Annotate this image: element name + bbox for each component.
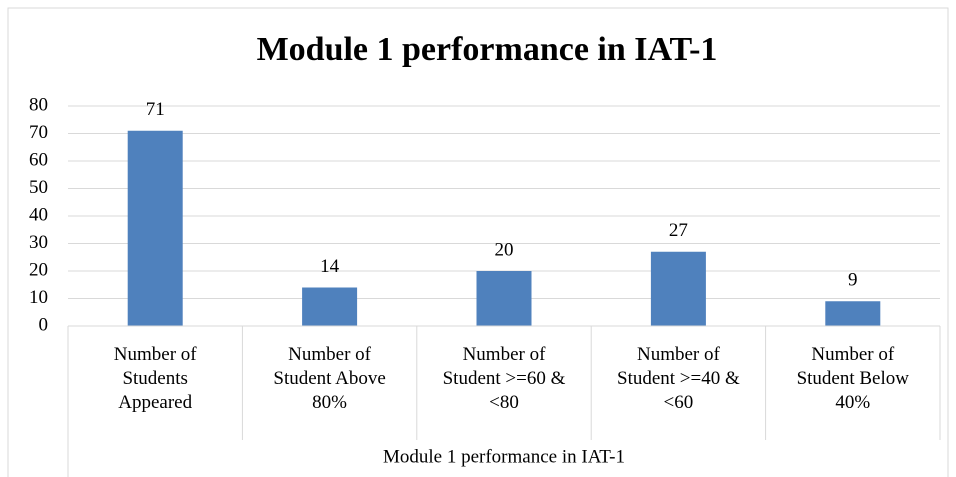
data-label: 71 xyxy=(146,99,165,120)
y-tick-label: 60 xyxy=(29,149,48,170)
x-axis-label: Module 1 performance in IAT-1 xyxy=(383,446,625,467)
y-tick-label: 20 xyxy=(29,259,48,280)
y-tick-label: 50 xyxy=(29,177,48,198)
x-tick-label: Number of Student >=40 & <60 xyxy=(617,344,740,413)
data-label: 27 xyxy=(669,220,688,241)
y-tick-label: 40 xyxy=(29,204,48,225)
x-tick-label: Number of Student Below 40% xyxy=(796,344,909,413)
y-tick-label: 30 xyxy=(29,232,48,253)
bar xyxy=(302,287,358,326)
y-tick-label: 0 xyxy=(39,314,49,335)
data-label: 20 xyxy=(495,239,514,260)
bar xyxy=(127,130,183,326)
x-tick-label: Number of Student Above 80% xyxy=(273,344,386,413)
bar xyxy=(825,301,881,326)
chart-title: Module 1 performance in IAT-1 xyxy=(257,31,718,68)
bar xyxy=(650,251,706,326)
x-tick-label: Number of Students Appeared xyxy=(113,344,197,413)
y-tick-label: 10 xyxy=(29,287,48,308)
bar xyxy=(476,271,532,326)
data-label: 9 xyxy=(848,270,858,291)
data-label: 14 xyxy=(320,256,340,277)
y-tick-label: 80 xyxy=(29,94,48,115)
x-tick-label: Number of Student >=60 & <80 xyxy=(442,344,566,413)
y-tick-label: 70 xyxy=(29,122,48,143)
